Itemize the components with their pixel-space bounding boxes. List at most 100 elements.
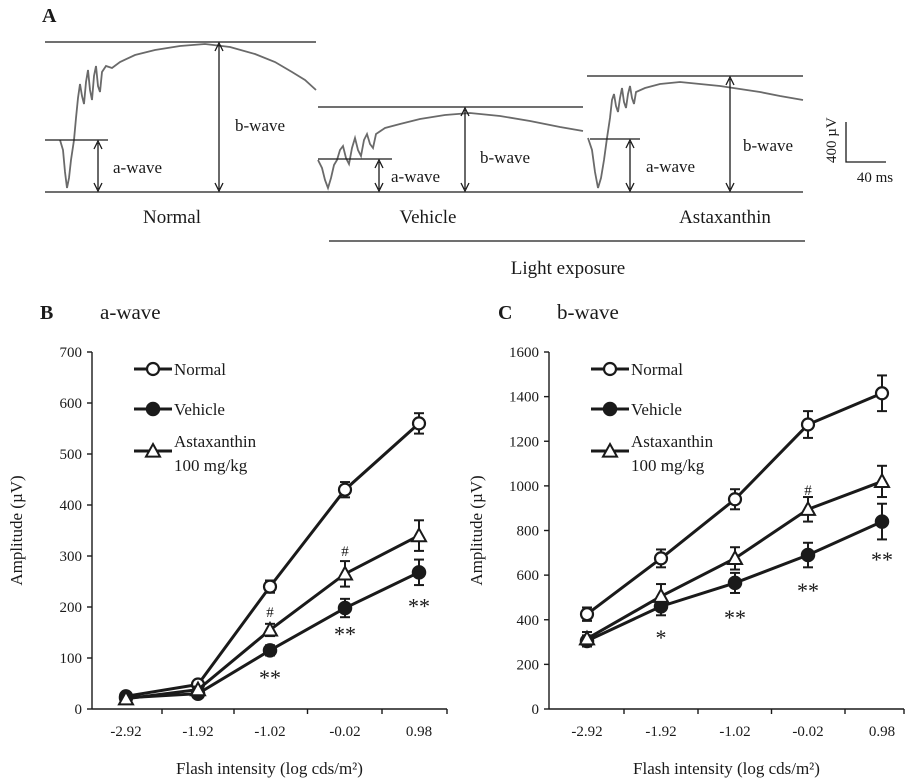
y-tick-label: 400	[60, 498, 83, 514]
trace-label-astaxanthin: Astaxanthin	[679, 207, 771, 228]
series-astaxanthin-100-mg-kg	[578, 464, 891, 647]
x-tick-label: -2.92	[110, 724, 141, 740]
data-point	[800, 417, 816, 432]
data-point	[800, 547, 816, 563]
y-tick-label: 1600	[509, 345, 539, 361]
y-tick-label: 0	[75, 702, 83, 718]
data-point	[410, 526, 428, 543]
chart-title: a-wave	[100, 300, 161, 324]
panel-letter: C	[498, 302, 512, 324]
legend-marker	[145, 361, 161, 377]
trace-label-vehicle: Vehicle	[400, 207, 457, 228]
panel-letter: B	[40, 302, 53, 324]
legend-label: Normal	[631, 360, 683, 379]
astaxanthin-awave-label: a-wave	[646, 157, 695, 176]
significance-annotation: #	[341, 544, 349, 560]
significance-annotation: **	[724, 605, 746, 630]
data-point	[726, 549, 744, 565]
data-point	[336, 564, 354, 581]
data-point	[653, 551, 669, 566]
y-tick-label: 800	[517, 524, 540, 540]
vehicle-awave-label: a-wave	[391, 167, 440, 186]
x-tick-label: -1.92	[645, 724, 676, 740]
legend-marker	[145, 401, 161, 417]
y-tick-label: 0	[532, 702, 540, 718]
data-point	[262, 579, 278, 594]
data-point	[261, 620, 279, 637]
data-point	[652, 587, 670, 603]
data-point	[873, 472, 891, 489]
data-point	[874, 386, 890, 401]
y-tick-label: 100	[60, 651, 83, 667]
trace-label-normal: Normal	[143, 207, 201, 228]
x-tick-label: -0.02	[792, 724, 823, 740]
y-tick-label: 200	[60, 600, 83, 616]
y-tick-label: 700	[60, 345, 83, 361]
series-vehicle	[118, 558, 427, 706]
legend-label: 100 mg/kg	[631, 456, 705, 475]
panel-a-labels: a-wave b-wave a-wave b-wave a-wave b-wav…	[113, 116, 893, 279]
legend-label: Astaxanthin	[631, 432, 714, 451]
panel-a-letter: A	[42, 5, 57, 27]
y-tick-label: 1000	[509, 479, 539, 495]
data-point	[579, 607, 595, 622]
data-point	[337, 482, 353, 497]
data-point	[117, 689, 135, 706]
data-point	[874, 514, 890, 529]
legend-label: Normal	[174, 360, 226, 379]
data-point	[337, 600, 353, 616]
x-tick-label: 0.98	[406, 724, 432, 740]
x-tick-label: -1.02	[254, 724, 285, 740]
scale-bar	[845, 122, 886, 163]
x-tick-label: -0.02	[329, 724, 360, 740]
legend: Normal Vehicle Astaxanthin 100 mg/kg	[591, 360, 714, 475]
data-point	[727, 492, 743, 507]
y-axis-label: Amplitude (µV)	[467, 475, 486, 585]
legend-label: Vehicle	[631, 400, 682, 419]
y-tick-label: 1400	[509, 390, 539, 406]
vehicle-erg-trace	[317, 112, 584, 191]
scale-bar-time-label: 40 ms	[857, 170, 893, 186]
legend-label: Astaxanthin	[174, 432, 257, 451]
x-tick-label: -2.92	[571, 724, 602, 740]
legend-marker	[144, 441, 162, 458]
legend-marker	[602, 361, 618, 377]
legend-marker	[601, 441, 619, 458]
normal-bwave-label: b-wave	[235, 116, 285, 135]
legend-label: 100 mg/kg	[174, 456, 248, 475]
significance-annotation: #	[266, 605, 274, 621]
y-tick-label: 500	[60, 447, 83, 463]
data-point	[727, 575, 743, 591]
data-point	[799, 500, 817, 516]
significance-annotation: **	[259, 665, 281, 690]
reference-lines	[45, 41, 886, 242]
significance-annotation: **	[334, 621, 356, 646]
data-point	[411, 565, 427, 580]
scale-bar-amplitude-label: 400 µV	[824, 117, 840, 163]
astaxanthin-bwave-label: b-wave	[743, 136, 793, 155]
x-tick-label: 0.98	[869, 724, 895, 740]
data-point	[189, 680, 207, 697]
legend-label: Vehicle	[174, 400, 225, 419]
significance-annotation: **	[408, 593, 430, 618]
y-tick-label: 600	[517, 568, 540, 584]
data-point	[578, 629, 596, 646]
series-normal	[579, 374, 890, 622]
astaxanthin-erg-trace	[587, 81, 804, 189]
y-tick-label: 600	[60, 396, 83, 412]
chart-title: b-wave	[557, 300, 619, 324]
light-exposure-label: Light exposure	[511, 258, 626, 279]
x-axis-label: Flash intensity (log cds/m²)	[633, 759, 820, 778]
y-axis-label: Amplitude (µV)	[7, 475, 26, 585]
data-point	[262, 643, 278, 658]
significance-annotation: **	[797, 578, 819, 603]
significance-annotation: *	[656, 625, 667, 650]
normal-awave-label: a-wave	[113, 158, 162, 177]
data-point	[411, 416, 427, 431]
y-tick-label: 200	[517, 657, 540, 673]
significance-annotation: #	[804, 483, 812, 499]
